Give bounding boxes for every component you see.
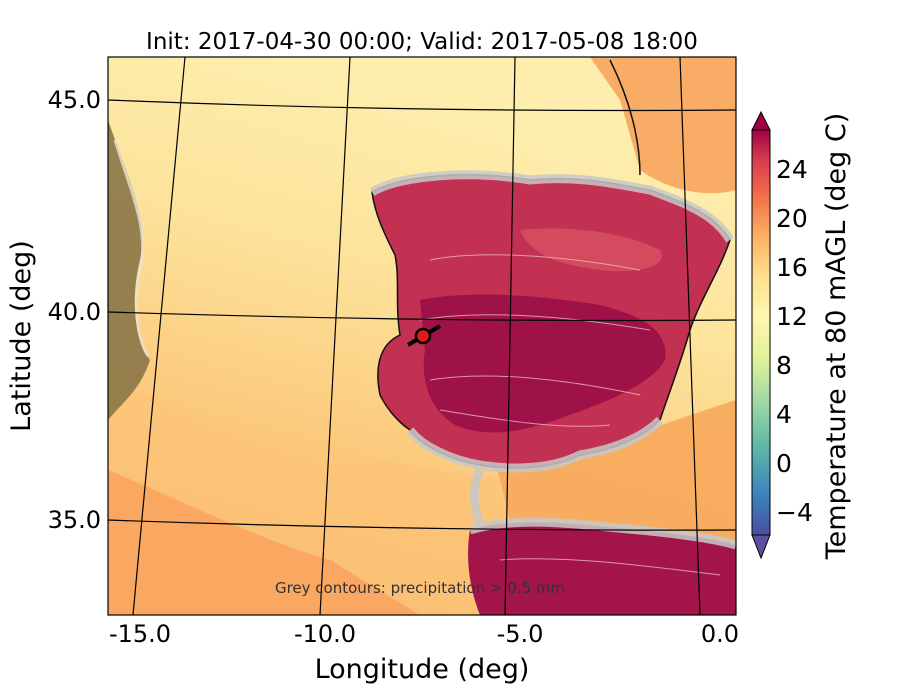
colorbar-tick-label: 0 (776, 449, 792, 478)
map-panel: Grey contours: precipitation > 0.5 mm (108, 57, 736, 615)
colorbar-label: Temperature at 80 mAGL (deg C) (821, 113, 852, 561)
colorbar-tick-label: −4 (776, 498, 813, 527)
north-coast-rim (609, 59, 641, 176)
colorbar-bottom-arrow (751, 534, 771, 560)
north-africa (468, 522, 736, 615)
colorbar: 24 20 16 12 8 4 0 −4 Temperature at 80 m… (751, 110, 852, 561)
meseta-hot-zone (420, 294, 666, 433)
map-frame (107, 56, 737, 616)
y-tick-label: 35.0 (48, 506, 101, 534)
y-axis-label: Latitude (deg) (6, 240, 37, 432)
ebro-warm-zone (520, 228, 662, 272)
sea-warmer-band (108, 470, 420, 615)
colorbar-tick-label: 12 (776, 302, 808, 331)
temperature-isolines (419, 254, 721, 576)
x-axis-label: Longitude (deg) (315, 654, 530, 685)
location-marker (406, 324, 442, 347)
colorbar-tick-label: 4 (776, 400, 792, 429)
x-tick-label: -15.0 (109, 620, 171, 648)
x-tick-label: -10.0 (294, 620, 356, 648)
y-tick-label: 40.0 (48, 298, 101, 326)
colorbar-top-arrow (751, 110, 771, 131)
bay-of-biscay-warm (590, 57, 736, 194)
graticule (108, 57, 736, 615)
y-tick-label: 45.0 (48, 86, 101, 114)
x-tick-label: 0.0 (701, 620, 739, 648)
precip-contours (369, 170, 736, 550)
x-axis: -15.0 -10.0 -5.0 0.0 Longitude (deg) (109, 620, 739, 685)
map-title: Init: 2017-04-30 00:00; Valid: 2017-05-0… (146, 29, 698, 55)
colorbar-scale (751, 129, 771, 536)
y-axis: 45.0 40.0 35.0 Latitude (deg) (6, 86, 101, 534)
terrain-strip (108, 120, 150, 420)
terrain-highlight (113, 139, 150, 357)
colorbar-tick-label: 8 (776, 351, 792, 380)
colorbar-tick-label: 24 (776, 155, 808, 184)
colorbar-tick-label: 20 (776, 204, 808, 233)
precip-annotation: Grey contours: precipitation > 0.5 mm (275, 579, 565, 597)
colorbar-tick-label: 16 (776, 253, 808, 282)
x-tick-label: -5.0 (497, 620, 544, 648)
